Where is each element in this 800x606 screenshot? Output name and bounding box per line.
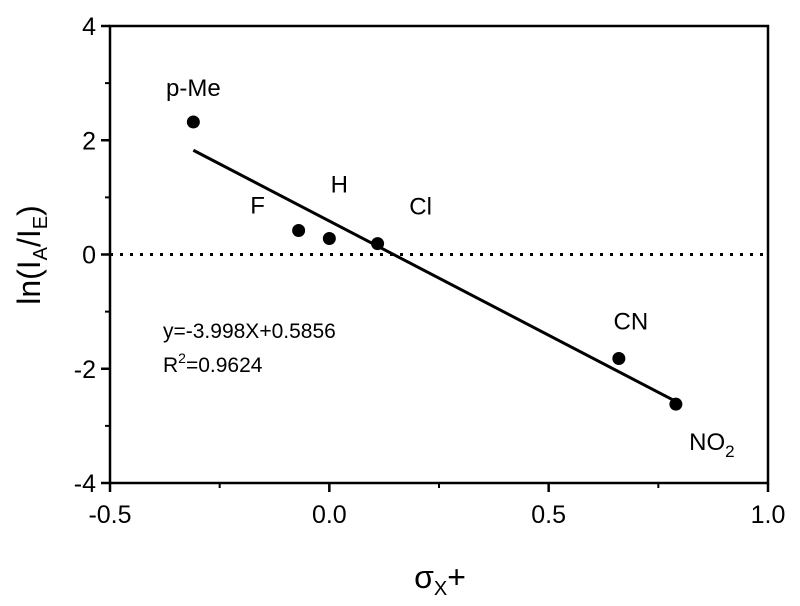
y-tick-label: 2 <box>82 127 96 155</box>
x-tick-label: 0.5 <box>531 501 566 529</box>
data-point <box>186 115 200 129</box>
point-label: H <box>331 172 348 199</box>
y-tick-label: 0 <box>82 242 96 270</box>
data-point <box>371 237 385 251</box>
y-axis-ticks: -4 -2 0 2 4 <box>74 13 110 498</box>
y-tick-label: 4 <box>82 13 96 41</box>
x-tick-label: 0.0 <box>312 501 347 529</box>
plot-area: -0.5 0.0 0.5 1.0 -4 -2 0 2 4 p-Me F H Cl CN NO2 <box>74 13 786 529</box>
y-tick-label: -4 <box>74 470 96 498</box>
point-label: F <box>250 193 265 220</box>
y-axis-title: ln(IA/IE) <box>11 205 52 305</box>
regression-line <box>192 148 677 403</box>
regression-annotation: y=-3.998X+0.5856 R2=0.9624 <box>163 320 336 377</box>
data-point <box>612 351 626 365</box>
data-points <box>186 115 683 411</box>
point-label: CN <box>614 308 649 335</box>
data-point <box>322 232 336 246</box>
point-label: NO2 <box>689 429 734 461</box>
y-tick-label: -2 <box>74 356 96 384</box>
equation-text: y=-3.998X+0.5856 <box>163 320 336 343</box>
point-label: Cl <box>409 194 432 221</box>
point-label: p-Me <box>166 75 221 102</box>
x-axis-ticks: -0.5 0.0 0.5 1.0 <box>88 483 785 529</box>
x-axis-title: σX+ <box>414 559 466 600</box>
x-tick-label: 1.0 <box>751 501 786 529</box>
x-tick-label: -0.5 <box>88 501 131 529</box>
data-point <box>669 397 683 411</box>
r-squared-text: R2=0.9624 <box>163 350 263 377</box>
point-labels: p-Me F H Cl CN NO2 <box>166 75 735 461</box>
data-point <box>292 224 306 238</box>
